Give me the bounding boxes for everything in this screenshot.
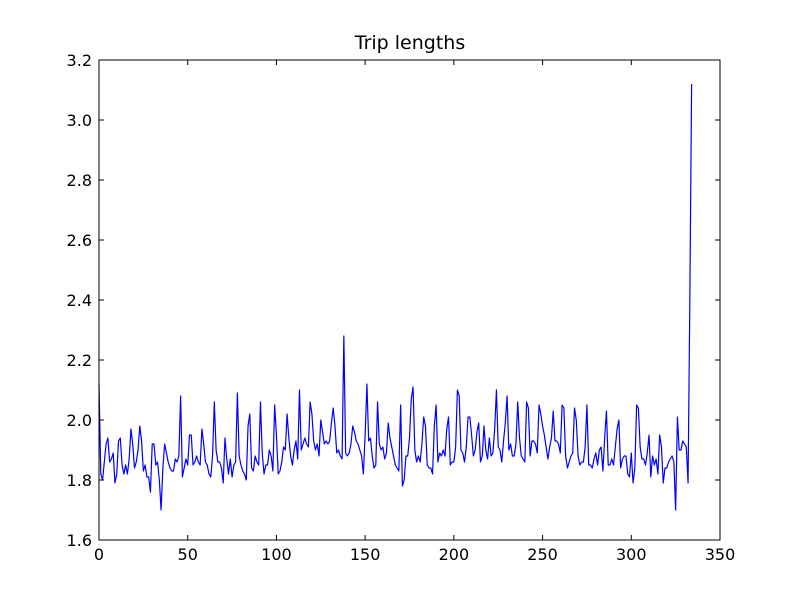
x-tick-label: 300	[616, 545, 647, 564]
y-tick-label: 2.2	[67, 351, 92, 370]
plot-area: 0 50 100 150 200 250 300 350 1.6 1.8 2.0 2.2 2.4 2.6 2…	[67, 51, 736, 564]
y-tick-label: 2.0	[67, 411, 92, 430]
x-tick-label: 100	[261, 545, 292, 564]
x-tick-label: 200	[439, 545, 470, 564]
y-tick-label: 2.6	[67, 231, 92, 250]
y-tick-label: 1.6	[67, 531, 92, 550]
axes-frame	[98, 59, 721, 541]
y-tick-label: 2.8	[67, 171, 92, 190]
y-tick-label: 3.2	[67, 51, 92, 70]
y-tick-label: 3.0	[67, 111, 92, 130]
x-tick-label: 250	[527, 545, 558, 564]
x-tick-label: 150	[350, 545, 381, 564]
y-tick-label: 2.4	[67, 291, 92, 310]
y-tick-label: 1.8	[67, 471, 92, 490]
chart-title: Trip lengths	[354, 32, 465, 54]
x-tick-label: 350	[705, 545, 736, 564]
x-tick-label: 0	[94, 545, 104, 564]
series-line	[98, 83, 693, 511]
x-tick-label: 50	[178, 545, 198, 564]
